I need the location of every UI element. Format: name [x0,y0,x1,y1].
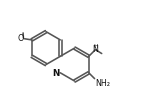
Text: O: O [18,34,24,43]
Text: N: N [52,69,59,78]
Text: N: N [93,45,98,54]
Text: H: H [93,44,98,49]
Text: NH₂: NH₂ [95,79,110,89]
